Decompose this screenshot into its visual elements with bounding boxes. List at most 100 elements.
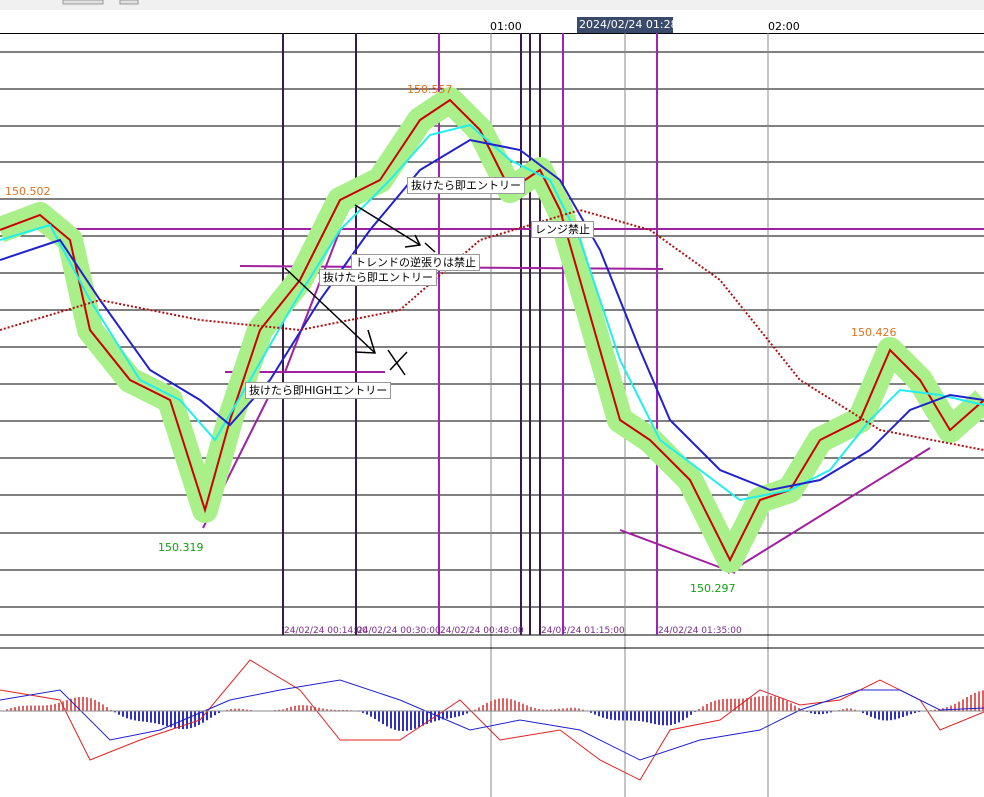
histogram-bar [398,711,400,731]
histogram-bar [102,704,104,711]
histogram-bar [286,708,288,711]
histogram-bar [226,709,228,711]
histogram-bar [50,704,52,711]
histogram-bar [134,711,136,721]
histogram-bar [558,708,560,711]
histogram-bar [770,695,772,711]
histogram-bar [598,711,600,717]
histogram-bar [882,711,884,721]
macd-histogram [2,690,984,732]
histogram-bar [682,711,684,721]
histogram-bar [154,711,156,724]
histogram-bar [94,699,96,711]
histogram-bar [722,699,724,711]
histogram-bar [382,711,384,725]
histogram-bar [778,697,780,711]
histogram-bar [614,711,616,721]
histogram-bar [374,711,376,720]
histogram-bar [110,709,112,711]
histogram-bar [674,711,676,724]
histogram-bar [186,711,188,729]
histogram-bar [918,711,920,713]
histogram-bar [746,698,748,711]
histogram-bar [530,706,532,711]
histogram-bar [970,694,972,711]
histogram-bar [234,708,236,711]
histogram-bar [54,703,56,711]
histogram-bar [474,709,476,711]
histogram-bar [70,698,72,711]
histogram-bar [934,709,936,711]
histogram-bar [290,706,292,711]
histogram-bar [342,709,344,711]
histogram-bar [906,711,908,716]
histogram-bar [594,711,596,715]
histogram-bar [766,695,768,711]
histogram-bar [498,698,500,711]
histogram-bar [386,711,388,727]
price-label: 150.319 [158,541,204,554]
histogram-bar [22,705,24,711]
histogram-bar [622,711,624,721]
histogram-bar [634,711,636,721]
histogram-bar [902,711,904,717]
histogram-bar [678,711,680,723]
histogram-bar [698,708,700,711]
histogram-bar [826,711,828,714]
histogram-bar [546,709,548,711]
histogram-bar [406,711,408,731]
histogram-bar [414,711,416,729]
histogram-bar [630,711,632,721]
histogram-bar [206,711,208,721]
histogram-bar [482,705,484,711]
histogram-bar [178,711,180,729]
price-label: 150.557 [407,83,453,96]
histogram-bar [878,711,880,720]
histogram-bar [106,707,108,711]
histogram-bar [98,701,100,711]
annotation: 抜けたら即エントリー [407,177,525,194]
histogram-bar [618,711,620,721]
histogram-bar [982,690,984,711]
histogram-bar [130,711,132,720]
histogram-bar [714,700,716,711]
histogram-bar [302,705,304,711]
histogram-bar [82,696,84,711]
histogram-bar [662,711,664,726]
histogram-bar [114,711,116,713]
histogram-bar [718,699,720,711]
histogram-bar [514,700,516,711]
histogram-bar [210,711,212,718]
histogram-bar [446,711,448,719]
histogram-bar [322,708,324,711]
histogram-bar [18,706,20,711]
histogram-bar [738,698,740,711]
histogram-bar [886,711,888,721]
histogram-bar [518,701,520,711]
histogram-bar [238,708,240,711]
histogram-bar [534,708,536,711]
histogram-bar [310,706,312,711]
histogram-bar [214,711,216,716]
histogram-bar [574,707,576,711]
histogram-bar [702,706,704,711]
histogram-bar [26,705,28,711]
histogram-bar [522,703,524,711]
histogram-bar [14,707,16,711]
histogram-bar [810,711,812,714]
histogram-bar [850,708,852,711]
histogram-bar [466,711,468,714]
histogram-bar [242,709,244,711]
histogram-bar [666,711,668,726]
histogram-bar [670,711,672,725]
histogram-bar [330,709,332,711]
cursor-time: 2024/02/24 01:28 [579,18,678,31]
histogram-bar [626,711,628,721]
line-label: 24/02/24 00:48:00 [440,626,524,636]
histogram-bar [582,709,584,711]
histogram-bar [490,701,492,711]
histogram-bar [946,707,948,711]
line-label: 24/02/24 00:30:00 [357,626,441,636]
histogram-bar [198,711,200,725]
